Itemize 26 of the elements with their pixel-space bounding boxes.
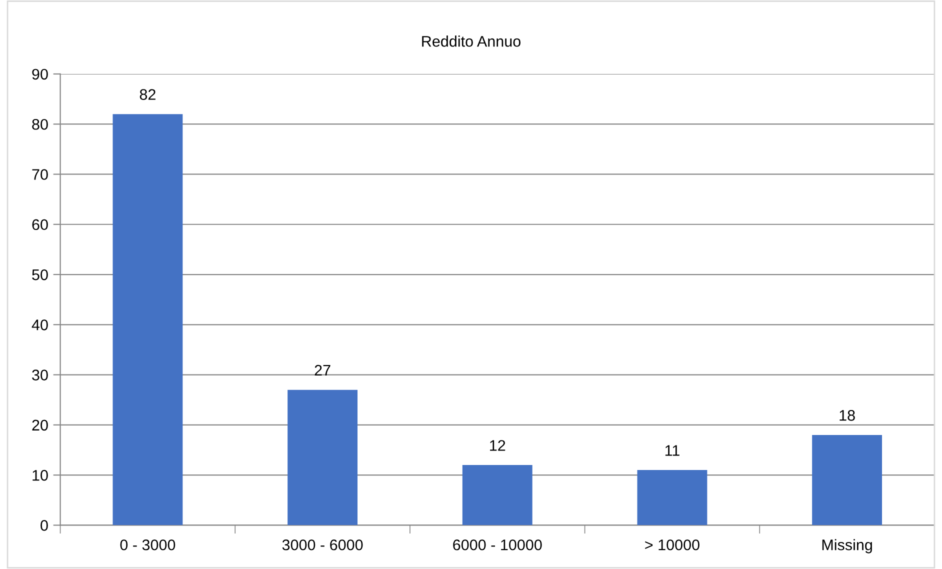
x-tick-label: 0 - 3000 [120, 539, 176, 550]
x-tick-label: Missing [822, 539, 872, 554]
bar [112, 114, 183, 526]
y-tick-label: 80 [32, 118, 48, 130]
data-label: 11 [665, 445, 680, 456]
y-tick-label: 70 [32, 169, 48, 180]
bar [637, 470, 708, 526]
y-tick-label: 60 [32, 219, 48, 230]
y-tick-label: 10 [32, 470, 48, 481]
data-label: 27 [314, 364, 330, 376]
y-tick-label: 0 [40, 520, 48, 531]
x-tick-label: 6000 - 10000 [453, 539, 542, 550]
y-tick-label: 40 [32, 320, 48, 330]
bar [462, 465, 532, 526]
data-label: 82 [140, 89, 156, 100]
x-tick-label: 3000 - 6000 [282, 539, 363, 550]
bar [812, 434, 882, 526]
y-tick-label: 90 [32, 68, 48, 80]
x-tick-label: > 10000 [645, 539, 700, 550]
y-tick-label: 20 [32, 420, 48, 431]
y-tick-label: 50 [32, 269, 48, 280]
data-label: 18 [840, 410, 855, 421]
bar [288, 390, 358, 526]
data-label: 12 [490, 440, 506, 451]
chart-title: Reddito Annuo [422, 36, 520, 47]
y-tick-label: 30 [32, 370, 48, 380]
